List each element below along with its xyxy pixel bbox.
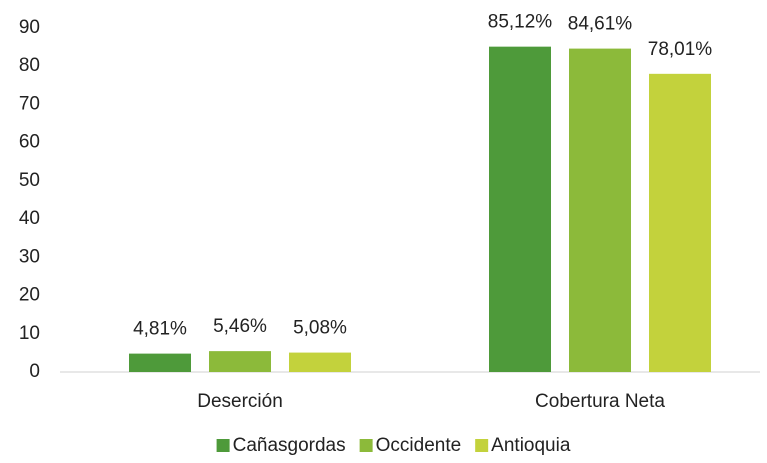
y-tick-label: 0 bbox=[29, 361, 40, 382]
legend-label: Antioquia bbox=[491, 435, 571, 456]
legend-swatch bbox=[475, 439, 489, 452]
y-tick-label: 40 bbox=[19, 208, 40, 229]
y-tick-label: 20 bbox=[19, 285, 40, 306]
y-tick-label: 80 bbox=[19, 55, 40, 76]
legend-label: Occidente bbox=[376, 435, 462, 456]
legend-swatch bbox=[216, 439, 230, 452]
y-tick-label: 30 bbox=[19, 246, 40, 267]
x-tick-label: Deserción bbox=[197, 391, 283, 412]
y-tick-label: 10 bbox=[19, 323, 40, 344]
y-tick-label: 70 bbox=[19, 93, 40, 114]
legend-label: Cañasgordas bbox=[233, 435, 346, 456]
legend-swatch bbox=[359, 439, 373, 452]
y-tick-label: 90 bbox=[19, 17, 40, 38]
value-label: 85,12% bbox=[488, 12, 553, 33]
value-label: 5,46% bbox=[213, 316, 267, 337]
y-tick-label: 50 bbox=[19, 170, 40, 191]
bar bbox=[489, 46, 551, 373]
bar bbox=[209, 351, 271, 372]
bar bbox=[289, 352, 351, 372]
bar bbox=[569, 48, 631, 372]
value-label: 5,08% bbox=[293, 318, 347, 339]
bar bbox=[649, 73, 711, 373]
value-label: 4,81% bbox=[133, 319, 187, 340]
value-label: 78,01% bbox=[648, 39, 713, 60]
value-label: 84,61% bbox=[568, 14, 633, 35]
y-tick-label: 60 bbox=[19, 132, 40, 153]
x-tick-label: Cobertura Neta bbox=[535, 391, 665, 412]
bar bbox=[129, 353, 191, 372]
